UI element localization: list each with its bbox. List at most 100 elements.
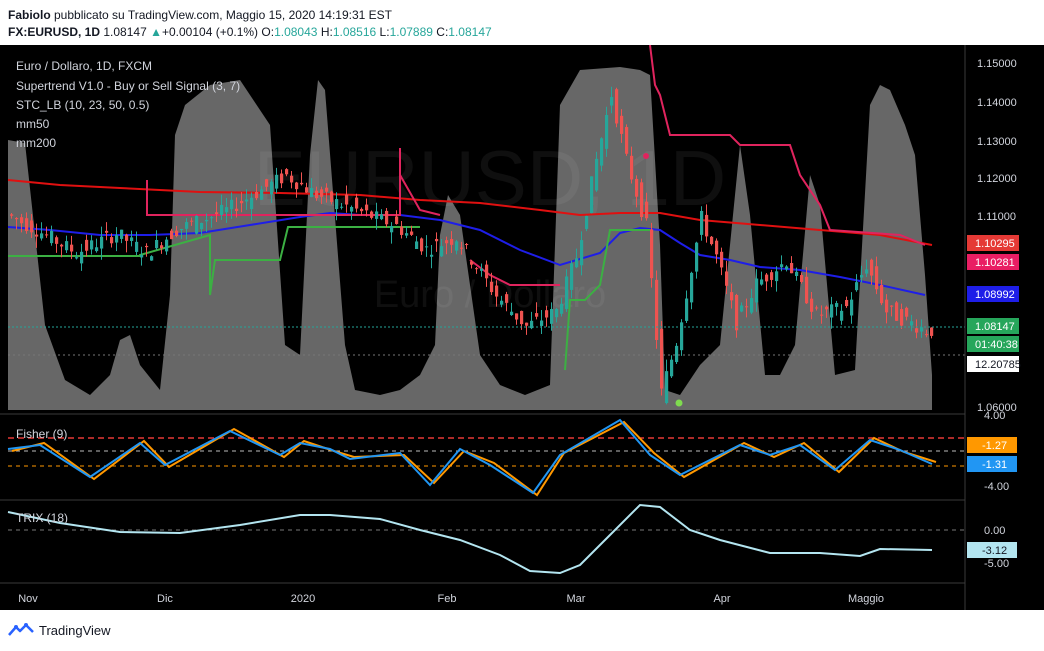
candle-body [95,247,99,252]
candle-body [60,244,64,247]
candle-body [35,234,39,237]
candle-body [800,275,804,282]
candle-body [350,206,354,212]
candle-body [660,329,664,389]
candle-body [365,204,369,211]
price-label-text: 12.20785 [975,359,1021,371]
fisher-label-text: -1.27 [982,440,1007,452]
candle-body [145,245,149,248]
trix-pane[interactable] [7,503,965,575]
candle-body [75,257,79,259]
price-tick-label: 1.14000 [977,97,1017,109]
close-value: 1.08147 [448,25,492,39]
price-label-text: 1.10295 [975,238,1015,250]
candle-body [740,305,744,312]
price-tick-label: 1.12000 [977,173,1017,185]
candle-body [555,308,559,318]
candle-body [300,182,304,185]
candle-body [605,114,609,149]
price-label-text: 1.08992 [975,289,1015,301]
price-label-box [967,254,1019,270]
candle-body [120,229,124,239]
candle-body [110,237,114,244]
candle-body [115,235,119,243]
candle-body [335,199,339,210]
candle-body [790,262,794,274]
candle-body [125,234,129,241]
candle-body [530,320,534,329]
candle-body [500,300,504,305]
candle-body [85,239,89,251]
candle-body [695,242,699,272]
candle-body [405,233,409,236]
candle-body [585,215,589,229]
candle-body [710,236,714,245]
fisher-line [7,418,933,495]
candle-body [775,271,779,282]
candle-body [645,201,649,219]
candle-body [665,371,669,403]
candle-body [470,261,474,265]
candle-body [135,241,139,252]
candle-body [465,243,469,246]
candle-body [590,176,594,214]
candle-body [510,311,514,316]
price-axis[interactable]: 1.15000 1.14000 1.13000 1.12000 1.11000 1.060… [967,58,1021,570]
candle-body [675,345,679,363]
candle-body [895,302,899,321]
price-label-box [967,286,1019,302]
candle-body [540,320,544,326]
candle-body [105,230,109,233]
candle-body [460,247,464,249]
candle-body [100,236,104,249]
price-label-box [967,336,1019,352]
candle-body [820,314,824,316]
candle-body [630,155,634,180]
price-label-text: 1.10281 [975,257,1015,269]
candle-body [865,269,869,274]
price-tick-label: 1.06000 [977,402,1017,414]
trix-line [7,503,933,575]
fisher-label-box [967,437,1017,453]
publish-text: pubblicato su TradingView.com, Maggio 15… [50,8,393,22]
author-name[interactable]: Fabiolo [8,8,51,22]
candle-body [380,214,384,220]
candle-body [885,299,889,313]
candle-body [410,231,414,235]
candle-body [690,272,694,303]
fisher-pane[interactable] [7,418,965,497]
candle-body [230,199,234,210]
candle-body [655,279,659,341]
candle-body [560,303,564,314]
candle-body [360,208,364,212]
candle-body [490,281,494,293]
candle-body [545,310,549,318]
candle-body [615,89,619,124]
candle-body [815,307,819,309]
tradingview-logo-icon[interactable] [8,622,34,638]
candle-body [30,220,34,233]
time-axis[interactable]: Nov Dic 2020 Feb Mar Apr Maggio [18,593,884,605]
candle-body [515,313,519,320]
candle-body [795,271,799,277]
time-tick-label: Mar [567,593,586,605]
price-label-box [967,235,1019,251]
buy-signal-marker [675,399,683,407]
candle-body [150,256,154,261]
candle-body [190,220,194,222]
candle-body [845,299,849,307]
candle-body [305,187,309,193]
time-tick-label: Dic [157,593,173,605]
candle-body [840,310,844,321]
high-value: 1.08516 [332,25,377,39]
candle-body [855,282,859,291]
candle-body [285,169,289,175]
open-value: 1.08043 [274,25,318,39]
candle-body [635,178,639,197]
candle-body [225,207,229,213]
time-tick-label: Apr [713,593,730,605]
candle-body [625,127,629,154]
brand-name[interactable]: TradingView [39,622,111,638]
